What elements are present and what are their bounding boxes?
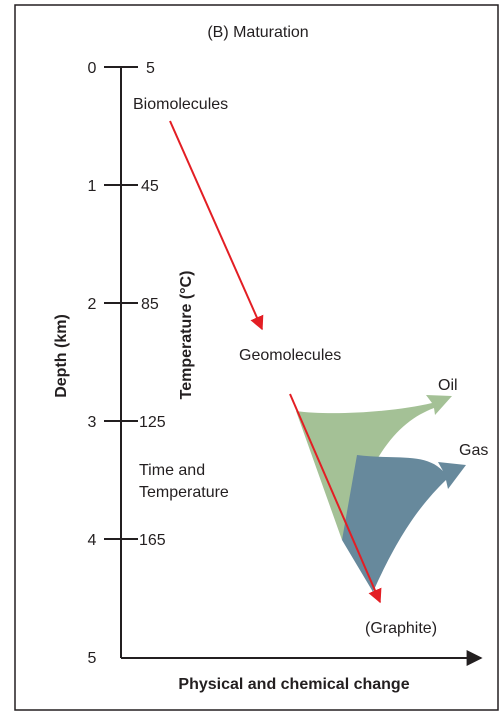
depth-tick-label: 3 — [88, 414, 97, 431]
axis-ticks — [104, 66, 138, 540]
depth-tick-label: 2 — [88, 296, 97, 313]
temperature-axis-label: Temperature (°C) — [178, 271, 195, 400]
temperature-tick-label: 85 — [141, 296, 159, 313]
figure-title: (B) Maturation — [207, 24, 308, 41]
depth-tick-label: 1 — [88, 178, 97, 195]
biomolecules-label: Biomolecules — [133, 96, 228, 113]
biomolecules-to-geomolecules-arrow — [169, 120, 264, 331]
geomolecules-to-graphite-arrow — [289, 393, 382, 604]
depth-tick-label: 5 — [88, 650, 97, 667]
oil-label: Oil — [438, 377, 458, 394]
graphite-label: (Graphite) — [365, 620, 437, 637]
temperature-tick-label: 165 — [139, 532, 166, 549]
depth-tick-label: 4 — [88, 532, 97, 549]
temperature-tick-label: 5 — [146, 60, 155, 77]
figure-border — [14, 4, 499, 711]
temperature-tick-label: 45 — [141, 178, 159, 195]
temperature-label: Temperature — [139, 484, 229, 501]
oil-region — [296, 395, 452, 540]
temperature-tick-label: 125 — [139, 414, 166, 431]
time-label: Time and — [139, 462, 205, 479]
depth-axis-label: Depth (km) — [53, 314, 70, 398]
change-axis-label: Physical and chemical change — [178, 676, 409, 693]
gas-region — [342, 455, 466, 592]
depth-tick-label: 0 — [88, 60, 97, 77]
geomolecules-label: Geomolecules — [239, 347, 341, 364]
gas-label: Gas — [459, 442, 488, 459]
